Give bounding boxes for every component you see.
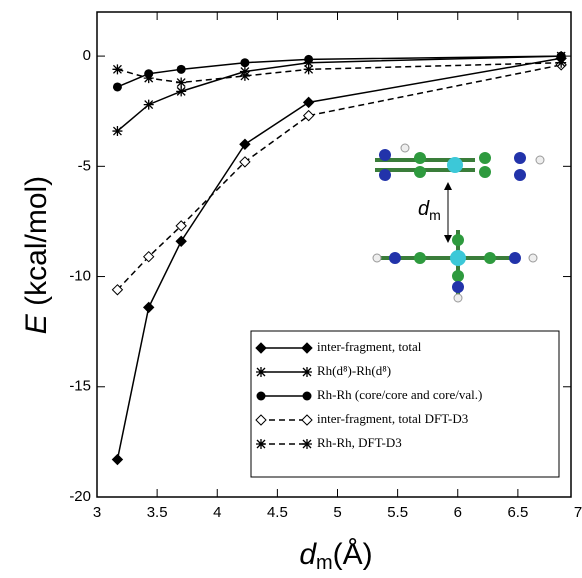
legend-marker: [303, 392, 312, 401]
x-tick-label: 5: [333, 504, 341, 521]
x-tick-label: 7: [574, 504, 582, 521]
atom: [514, 169, 526, 181]
arrow-head: [444, 182, 452, 190]
marker: [304, 64, 314, 74]
x-tick-label: 3: [93, 504, 101, 521]
y-tick-label: -5: [78, 157, 91, 174]
marker: [304, 111, 314, 121]
atom: [379, 169, 391, 181]
arrow-head: [444, 235, 452, 243]
marker: [176, 86, 186, 96]
legend-marker: [256, 367, 266, 377]
atom: [452, 270, 464, 282]
atom: [414, 166, 426, 178]
marker: [240, 58, 249, 67]
y-tick-label: -10: [69, 268, 91, 285]
marker: [304, 55, 313, 64]
marker: [112, 126, 122, 136]
legend-marker: [302, 367, 312, 377]
x-axis-label: dm(Å): [299, 538, 372, 573]
y-tick-label: 0: [83, 47, 91, 64]
legend-label: inter-fragment, total: [317, 339, 422, 354]
x-tick-label: 3.5: [147, 504, 168, 521]
legend-label: inter-fragment, total DFT-D3: [317, 411, 468, 426]
y-label-unit: (kcal/mol): [20, 176, 53, 306]
inset-molecule: dm: [373, 144, 544, 302]
atom: [389, 252, 401, 264]
atom: [452, 281, 464, 293]
x-label-unit: (Å): [333, 538, 373, 571]
y-axis-label: E (kcal/mol): [20, 176, 53, 334]
marker: [176, 236, 186, 246]
marker: [176, 78, 186, 88]
marker: [112, 455, 122, 465]
atom: [479, 152, 491, 164]
chart: E (kcal/mol) dm(Å) dm 0-5-10-15-2033.544…: [0, 0, 582, 573]
inset-sub: m: [429, 207, 441, 223]
legend-marker: [257, 392, 266, 401]
x-tick-label: 6.5: [507, 504, 528, 521]
legend: inter-fragment, total Rh(d⁸)-Rh(d⁸) Rh-Rh …: [251, 331, 559, 477]
atom: [509, 252, 521, 264]
x-label-sub: m: [316, 552, 333, 573]
y-label-symbol: E: [20, 313, 53, 334]
marker: [177, 65, 186, 74]
marker: [556, 58, 566, 68]
marker: [112, 64, 122, 74]
atom: [484, 252, 496, 264]
legend-label: Rh(d⁸)-Rh(d⁸): [317, 363, 391, 378]
marker: [304, 97, 314, 107]
atom: [529, 254, 537, 262]
atom: [452, 234, 464, 246]
inset-label: dm: [418, 198, 441, 222]
atom: [401, 144, 409, 152]
marker: [240, 139, 250, 149]
atom: [379, 149, 391, 161]
atom: [447, 157, 463, 173]
legend-marker: [256, 439, 266, 449]
marker: [144, 73, 154, 83]
atom: [454, 294, 462, 302]
x-tick-label: 4.5: [267, 504, 288, 521]
atom: [450, 250, 466, 266]
atom: [536, 156, 544, 164]
x-label-symbol: d: [299, 538, 317, 571]
x-tick-label: 4: [213, 504, 221, 521]
y-tick-label: -20: [69, 488, 91, 505]
x-tick-label: 6: [454, 504, 462, 521]
legend-label: Rh-Rh (core/core and core/val.): [317, 387, 482, 402]
atom: [414, 252, 426, 264]
atom: [514, 152, 526, 164]
marker: [240, 71, 250, 81]
atom: [373, 254, 381, 262]
atom: [479, 166, 491, 178]
marker: [144, 100, 154, 110]
atom: [414, 152, 426, 164]
marker: [144, 302, 154, 312]
marker: [113, 82, 122, 91]
y-tick-label: -15: [69, 378, 91, 395]
x-tick-label: 5.5: [387, 504, 408, 521]
legend-marker: [302, 439, 312, 449]
legend-label: Rh-Rh, DFT-D3: [317, 435, 402, 450]
